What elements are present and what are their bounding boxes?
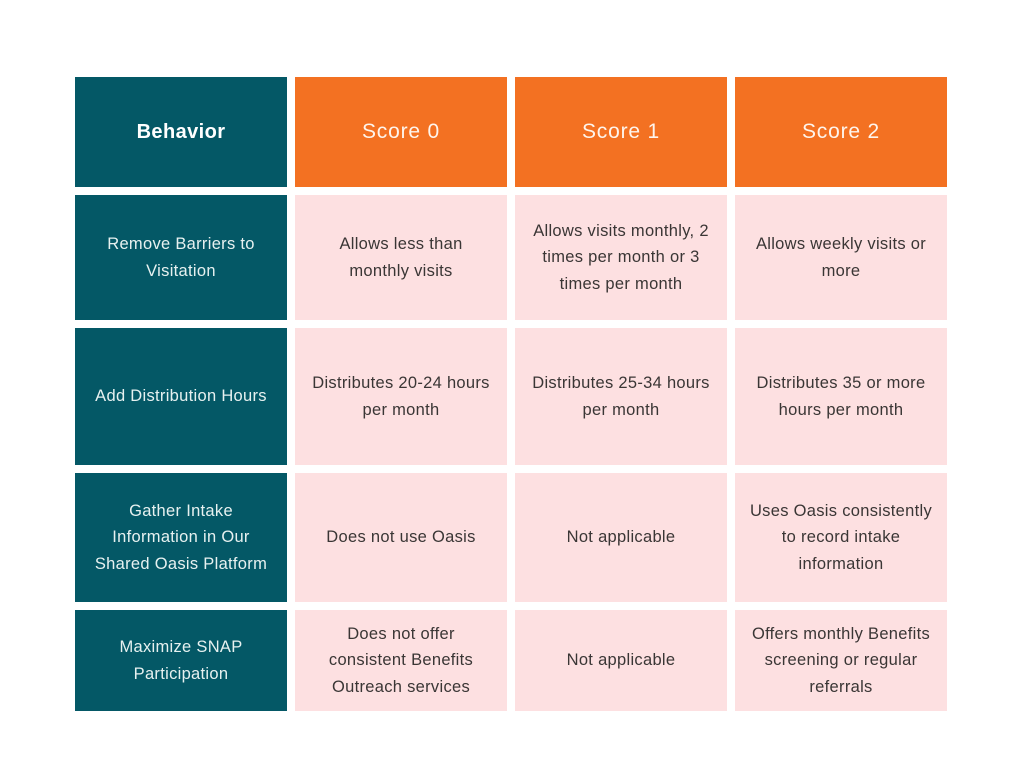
column-header-behavior: Behavior [75,77,287,187]
row-header-gather-intake: Gather Intake Information in Our Shared … [75,473,287,602]
cell-gather-intake-score-2: Uses Oasis consistently to record intake… [735,473,947,602]
cell-distribution-hours-score-0: Distributes 20-24 hours per month [295,328,507,465]
cell-maximize-snap-score-1: Not applicable [515,610,727,711]
cell-remove-barriers-score-2: Allows weekly visits or more [735,195,947,320]
column-header-score-2: Score 2 [735,77,947,187]
cell-distribution-hours-score-2: Distributes 35 or more hours per month [735,328,947,465]
row-header-add-distribution-hours: Add Distribution Hours [75,328,287,465]
cell-maximize-snap-score-0: Does not offer consistent Benefits Outre… [295,610,507,711]
column-header-score-1: Score 1 [515,77,727,187]
row-header-remove-barriers: Remove Barriers to Visitation [75,195,287,320]
cell-maximize-snap-score-2: Offers monthly Benefits screening or reg… [735,610,947,711]
scoring-rubric-table: Behavior Score 0 Score 1 Score 2 Remove … [75,77,947,711]
cell-gather-intake-score-0: Does not use Oasis [295,473,507,602]
cell-distribution-hours-score-1: Distributes 25-34 hours per month [515,328,727,465]
row-header-maximize-snap: Maximize SNAP Participation [75,610,287,711]
cell-remove-barriers-score-1: Allows visits monthly, 2 times per month… [515,195,727,320]
cell-gather-intake-score-1: Not applicable [515,473,727,602]
column-header-score-0: Score 0 [295,77,507,187]
cell-remove-barriers-score-0: Allows less than monthly visits [295,195,507,320]
